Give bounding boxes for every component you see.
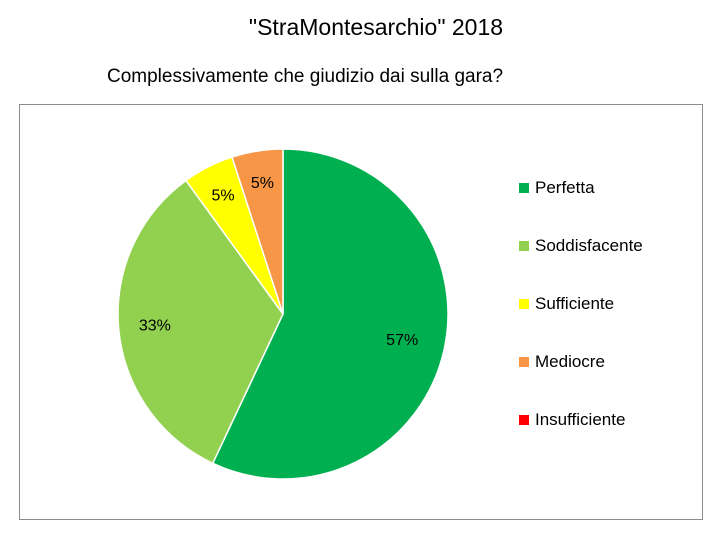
legend-swatch-sufficiente bbox=[519, 299, 529, 309]
legend-label-mediocre: Mediocre bbox=[535, 352, 605, 371]
legend-item-soddisfacente: Soddisfacente bbox=[519, 235, 643, 257]
legend-label-insufficiente: Insufficiente bbox=[535, 410, 626, 429]
legend-item-sufficiente: Sufficiente bbox=[519, 293, 614, 315]
chart-subtitle: Complessivamente che giudizio dai sulla … bbox=[107, 66, 504, 87]
legend-swatch-mediocre bbox=[519, 357, 529, 367]
data-label-sufficiente: 5% bbox=[212, 188, 235, 205]
chart-title: "StraMontesarchio" 2018 bbox=[248, 14, 504, 40]
legend-label-perfetta: Perfetta bbox=[535, 178, 595, 197]
data-label-perfetta: 57% bbox=[386, 332, 418, 349]
legend-swatch-perfetta bbox=[519, 183, 529, 193]
legend-label-soddisfacente: Soddisfacente bbox=[535, 236, 643, 255]
chart-frame bbox=[19, 104, 703, 520]
pie-slice-mediocre bbox=[231, 148, 284, 315]
pie-slice-soddisfacente bbox=[117, 179, 284, 465]
data-label-mediocre: 5% bbox=[251, 175, 274, 192]
data-label-soddisfacente: 33% bbox=[139, 317, 171, 334]
legend-item-insufficiente: Insufficiente bbox=[519, 409, 625, 431]
legend-item-mediocre: Mediocre bbox=[519, 351, 605, 373]
legend-label-sufficiente: Sufficiente bbox=[535, 294, 615, 313]
legend-swatch-soddisfacente bbox=[519, 241, 529, 251]
pie-slice-perfetta bbox=[211, 148, 449, 480]
legend-swatch-insufficiente bbox=[519, 415, 529, 425]
legend-item-perfetta: Perfetta bbox=[519, 177, 595, 199]
